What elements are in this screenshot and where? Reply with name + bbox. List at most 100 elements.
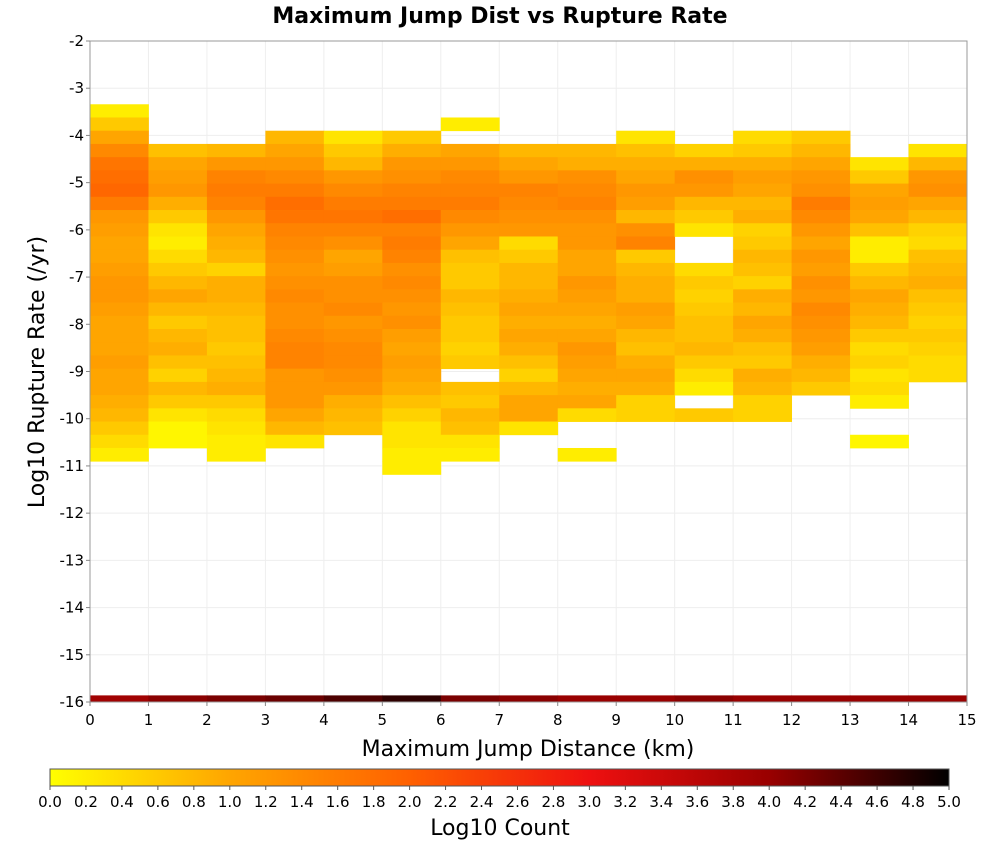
y-tick-label: -5	[69, 174, 84, 192]
x-tick-label: 0	[85, 711, 95, 729]
y-tick-label: -15	[60, 646, 85, 664]
heatmap-cell	[557, 395, 617, 409]
heatmap-cell	[90, 117, 149, 132]
heatmap-cell	[791, 262, 851, 277]
heatmap-cell	[90, 315, 149, 330]
heatmap-cell	[557, 315, 617, 330]
heatmap-cell	[557, 143, 617, 158]
heatmap-cell	[557, 329, 617, 343]
heatmap-cell	[206, 329, 266, 343]
heatmap-cell	[440, 223, 500, 237]
heatmap-cell	[440, 447, 500, 462]
colorbar-tick-label: 0.4	[110, 793, 134, 811]
colorbar-tick-label: 3.2	[613, 793, 637, 811]
chart-title: Maximum Jump Dist vs Rupture Rate	[272, 4, 727, 29]
heatmap-cell	[791, 223, 851, 237]
heatmap-cell	[323, 342, 383, 356]
heatmap-cell	[733, 210, 793, 224]
heatmap-cell	[733, 183, 793, 198]
x-tick-label: 5	[378, 711, 388, 729]
heatmap-cell	[323, 381, 383, 396]
heatmap-cell	[616, 223, 676, 237]
heatmap-cell	[265, 302, 325, 317]
heatmap-cell	[323, 289, 383, 303]
x-tick-label: 8	[553, 711, 563, 729]
heatmap-cell	[148, 170, 208, 184]
heatmap-cell	[206, 355, 266, 370]
heatmap-cell	[323, 236, 383, 251]
heatmap-cell	[440, 408, 500, 422]
heatmap-cell	[90, 329, 149, 343]
heatmap-cell	[908, 276, 968, 290]
colorbar-tick-label: 4.4	[829, 793, 853, 811]
heatmap-cell	[499, 262, 559, 277]
heatmap-cell	[382, 130, 442, 145]
heatmap-cell	[674, 276, 734, 290]
heatmap-cell	[557, 183, 617, 198]
heatmap-cell	[733, 395, 793, 409]
heatmap-cell	[382, 408, 442, 422]
heatmap-cell	[908, 236, 968, 251]
heatmap-cell	[850, 183, 909, 198]
heatmap-cell	[616, 289, 676, 303]
heatmap-cell	[733, 408, 793, 422]
heatmap-cell	[323, 302, 383, 317]
x-tick-label: 6	[436, 711, 446, 729]
heatmap-cell	[148, 302, 208, 317]
heatmap-cell	[850, 276, 909, 290]
heatmap-cell	[148, 262, 208, 277]
heatmap-cell	[382, 236, 442, 251]
heatmap-cell	[206, 223, 266, 237]
heatmap-cell	[908, 170, 968, 184]
colorbar-tick-label: 4.0	[757, 793, 781, 811]
heatmap-cell	[382, 461, 442, 475]
heatmap-cell	[323, 395, 383, 409]
heatmap-cell	[382, 355, 442, 370]
heatmap-cell	[733, 329, 793, 343]
heatmap-cell	[440, 262, 500, 277]
heatmap-cell	[90, 421, 149, 436]
heatmap-cell	[499, 289, 559, 303]
heatmap-cell	[440, 157, 500, 171]
heatmap-cell	[90, 183, 149, 198]
colorbar	[49, 768, 950, 787]
heatmap-cell	[148, 421, 208, 436]
heatmap-cell	[90, 143, 149, 158]
heatmap-cell	[908, 143, 968, 158]
heatmap-cell	[850, 381, 909, 396]
heatmap-cell	[616, 276, 676, 290]
heatmap-cell	[148, 183, 208, 198]
heatmap-cell	[265, 434, 325, 449]
heatmap-cell	[850, 434, 909, 449]
colorbar-tick-label: 0.8	[182, 793, 206, 811]
colorbar-tick-label: 0.0	[38, 793, 62, 811]
colorbar-tick-label: 1.6	[326, 793, 350, 811]
heatmap-cell	[265, 236, 325, 251]
heatmap-cell	[382, 695, 442, 703]
heatmap-cell	[90, 447, 149, 462]
heatmap-cell	[382, 143, 442, 158]
heatmap-cells	[90, 104, 968, 703]
x-tick-label: 1	[144, 711, 154, 729]
colorbar-tick-label: 1.2	[254, 793, 278, 811]
heatmap-cell	[616, 355, 676, 370]
colorbar-tick-label: 0.2	[74, 793, 98, 811]
heatmap-cell	[908, 342, 968, 356]
heatmap-cell	[148, 143, 208, 158]
heatmap-cell	[148, 210, 208, 224]
heatmap-cell	[733, 355, 793, 370]
heatmap-cell	[323, 157, 383, 171]
heatmap-cell	[616, 381, 676, 396]
heatmap-cell	[206, 183, 266, 198]
x-tick-label: 2	[202, 711, 212, 729]
heatmap-cell	[674, 210, 734, 224]
heatmap-cell	[323, 315, 383, 330]
heatmap-cell	[148, 315, 208, 330]
heatmap-cell	[148, 157, 208, 171]
heatmap-cell	[499, 210, 559, 224]
colorbar-tick-label: 3.4	[649, 793, 673, 811]
y-axis-ticks: -2 -3 -4 -5 -6 -7 -8 -9 -10 -11 -12 -13 -14 -15 -16	[60, 32, 90, 711]
heatmap-cell	[323, 130, 383, 145]
heatmap-cell	[90, 236, 149, 251]
heatmap-cell	[499, 368, 559, 383]
